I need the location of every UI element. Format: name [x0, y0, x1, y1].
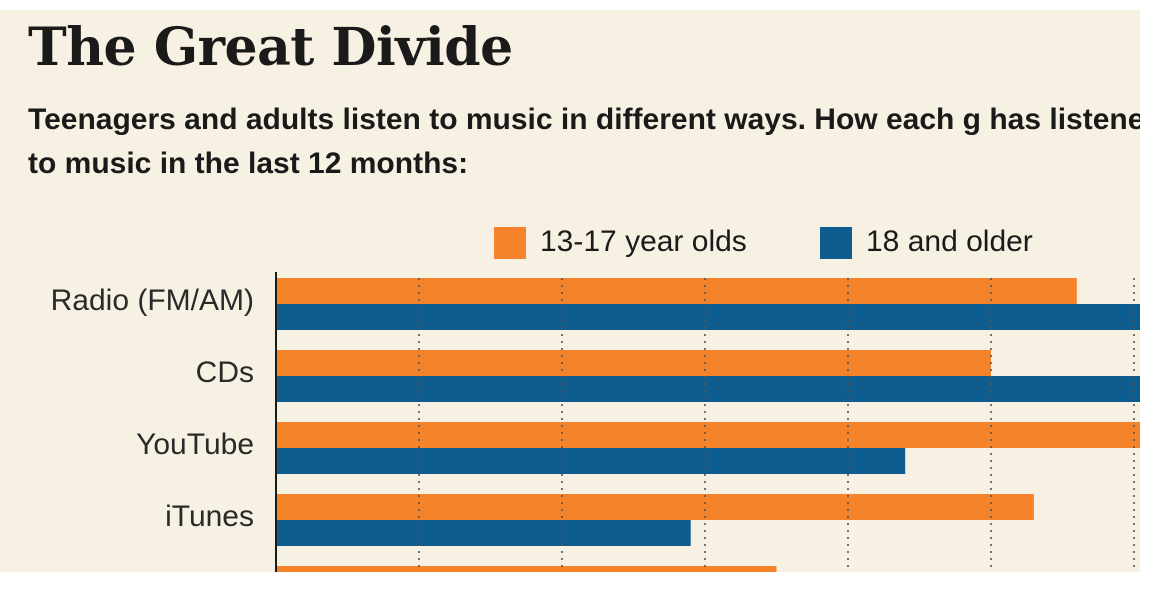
chart-subtitle: Teenagers and adults listen to music in … — [28, 103, 1140, 180]
bar-teens-4 — [276, 566, 777, 572]
bar-adults-0 — [276, 304, 1140, 330]
legend-label-adults: 18 and older — [866, 225, 1033, 258]
bar-teens-1 — [276, 350, 991, 376]
chart-title: The Great Divide — [28, 17, 513, 78]
legend-swatch-adults — [820, 227, 852, 259]
category-label-1: CDs — [196, 356, 254, 389]
category-label-3: iTunes — [165, 500, 254, 533]
bar-chart: Radio (FM/AM) CDs YouTube iTunes — [51, 272, 1140, 572]
category-label-2: YouTube — [136, 428, 254, 461]
legend-swatch-teens — [494, 227, 526, 259]
bar-teens-0 — [276, 278, 1077, 304]
bar-teens-2 — [276, 422, 1140, 448]
bar-adults-2 — [276, 448, 906, 474]
chart-frame: The Great Divide Teenagers and adults li… — [0, 10, 1140, 572]
category-label-0: Radio (FM/AM) — [51, 284, 254, 317]
bar-adults-3 — [276, 520, 691, 546]
legend-label-teens: 13-17 year olds — [540, 225, 747, 258]
bar-teens-3 — [276, 494, 1034, 520]
chart-legend: 13-17 year olds 18 and older — [0, 222, 1140, 262]
bar-adults-1 — [276, 376, 1140, 402]
